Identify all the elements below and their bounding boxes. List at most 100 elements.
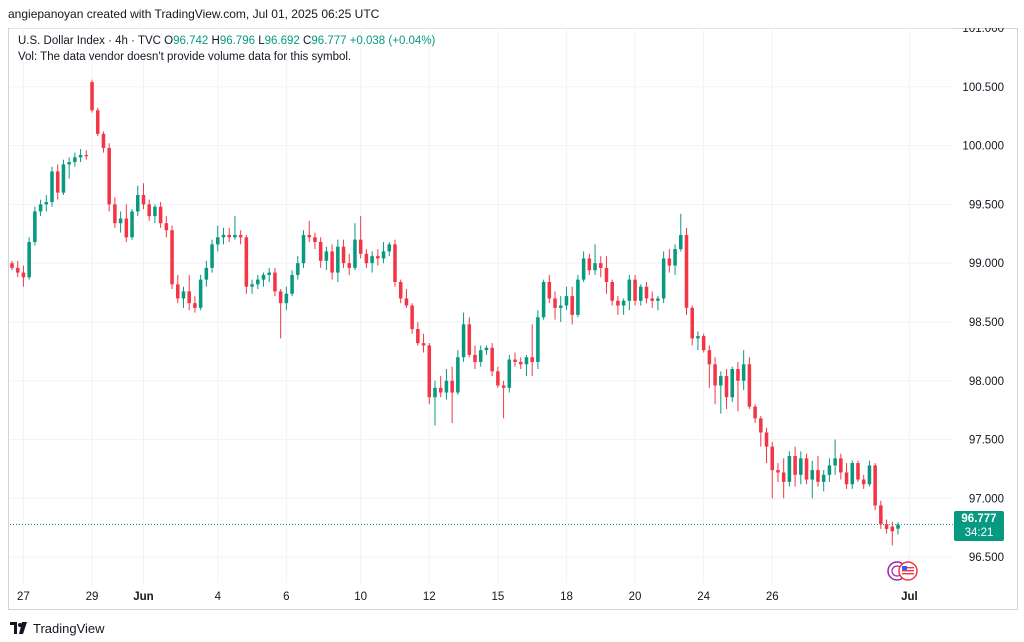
candle	[456, 350, 460, 395]
candle-body	[553, 298, 557, 308]
candle	[764, 427, 769, 464]
price-tick-label: 100.500	[962, 82, 1004, 94]
candle-body	[861, 479, 866, 485]
candle-body	[473, 354, 477, 362]
candle	[467, 317, 472, 358]
candle	[558, 296, 563, 322]
candle	[753, 404, 757, 424]
candle-body	[890, 526, 895, 532]
candle	[884, 519, 889, 534]
candle	[707, 345, 712, 388]
candle-body	[118, 218, 123, 224]
candle	[318, 237, 323, 268]
candle	[164, 216, 169, 238]
candle-body	[244, 237, 249, 287]
candle-body	[753, 406, 757, 419]
candle	[124, 204, 129, 243]
candle	[793, 446, 797, 487]
candlestick-chart[interactable]: 101.000 100.500 100.000 99.500 99.000 98.500 9…	[8, 28, 1018, 610]
candle	[130, 209, 134, 240]
candle	[198, 274, 203, 311]
candle	[644, 281, 649, 304]
candle-body	[107, 147, 111, 205]
candle	[684, 227, 689, 315]
price-tick-label: 99.500	[969, 199, 1004, 211]
time-tick-label: Jun	[133, 591, 153, 603]
candle-body	[198, 279, 203, 308]
candle	[175, 274, 180, 304]
candle	[250, 279, 254, 294]
candle-body	[341, 246, 346, 264]
candle	[633, 274, 637, 306]
candle	[15, 260, 20, 278]
change-value: +0.038 (+0.04%)	[349, 35, 436, 47]
candle-body	[158, 206, 163, 224]
candle-body	[416, 329, 420, 344]
candle-body	[38, 204, 43, 212]
candle	[290, 270, 294, 297]
candle-body	[804, 458, 809, 480]
candle	[513, 352, 517, 367]
event-flags-icon[interactable]	[886, 560, 922, 582]
candle-body	[833, 458, 837, 466]
candle	[679, 213, 683, 252]
candle	[844, 463, 849, 489]
symbol-title[interactable]: U.S. Dollar Index · 4h · TVC	[18, 35, 161, 47]
candle-body	[381, 251, 386, 259]
candle-body	[461, 324, 466, 358]
high-label: H	[211, 35, 220, 47]
candle	[719, 371, 723, 414]
candle	[656, 296, 660, 311]
candle	[193, 296, 197, 313]
candle	[821, 470, 826, 492]
candle-body	[398, 281, 403, 299]
candle	[33, 206, 37, 246]
candle	[667, 249, 672, 273]
last-price-tag: 96.777 34:21	[954, 511, 1004, 541]
candle-body	[336, 246, 340, 273]
candle	[736, 361, 740, 412]
candle-body	[581, 258, 586, 280]
candle-body	[290, 274, 294, 294]
time-tick-label: 10	[354, 591, 367, 603]
candle	[381, 242, 386, 264]
close-value: 96.777	[311, 35, 347, 47]
candle-body	[301, 234, 306, 264]
time-tick-label: 24	[697, 591, 710, 603]
candle	[839, 453, 843, 480]
candle	[398, 279, 403, 304]
candle-body	[376, 256, 380, 259]
high-value: 96.796	[219, 35, 255, 47]
candle-body	[10, 263, 14, 268]
candle-body	[787, 456, 792, 482]
time-tick-label: 6	[283, 591, 289, 603]
candle	[336, 239, 340, 282]
candle-body	[101, 133, 106, 148]
candle-body	[713, 364, 717, 386]
price-tick-label: 97.500	[969, 435, 1004, 447]
candle-body	[256, 279, 260, 285]
time-tick-label: 29	[86, 591, 99, 603]
candle-body	[558, 305, 563, 308]
candle-body	[164, 223, 169, 231]
candle	[770, 441, 775, 499]
candle-body	[44, 202, 49, 205]
candle-body	[73, 157, 77, 163]
candle	[267, 267, 271, 282]
candle-body	[450, 380, 454, 393]
candle	[158, 202, 163, 228]
candle-body	[187, 291, 191, 304]
candle-body	[747, 364, 752, 407]
candle	[50, 166, 54, 207]
candle	[347, 253, 352, 275]
candle	[713, 357, 717, 405]
candle	[501, 380, 506, 419]
candle-body	[404, 298, 409, 306]
candle-body	[701, 336, 706, 351]
time-tick-label: 27	[17, 591, 30, 603]
candle	[661, 251, 666, 304]
candle	[810, 460, 815, 499]
candle-body	[856, 463, 860, 480]
candle-body	[78, 154, 83, 158]
price-tick-label: 99.000	[969, 258, 1004, 270]
